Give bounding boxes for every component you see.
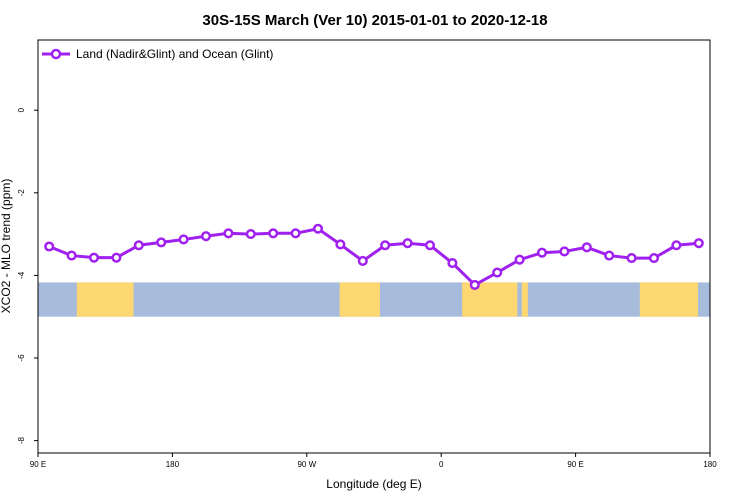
series-points bbox=[44, 223, 704, 290]
data-point bbox=[156, 237, 167, 248]
y-tick-label: 0 bbox=[17, 107, 26, 112]
legend-label: Land (Nadir&Glint) and Ocean (Glint) bbox=[76, 47, 273, 61]
data-point bbox=[514, 254, 525, 265]
legend: Land (Nadir&Glint) and Ocean (Glint) bbox=[42, 47, 273, 61]
data-point bbox=[223, 228, 234, 239]
x-tick-label: 90 E bbox=[30, 460, 46, 469]
x-axis: 90 E 180 90 W 0 90 E 180 bbox=[30, 453, 717, 469]
data-point bbox=[604, 250, 615, 261]
data-point bbox=[133, 240, 144, 251]
data-point bbox=[245, 229, 256, 240]
data-point bbox=[581, 242, 592, 253]
data-point bbox=[626, 253, 637, 264]
data-point bbox=[492, 267, 503, 278]
land-areas bbox=[76, 282, 699, 317]
data-point bbox=[312, 223, 324, 234]
data-point bbox=[357, 255, 368, 267]
x-axis-label: Longitude (deg E) bbox=[326, 477, 421, 491]
series-line bbox=[48, 227, 699, 287]
data-point bbox=[335, 239, 346, 250]
data-point bbox=[178, 234, 189, 245]
data-point bbox=[268, 228, 279, 239]
data-point bbox=[648, 253, 660, 264]
plot-frame bbox=[37, 39, 711, 454]
y-tick-label: -8 bbox=[17, 437, 26, 445]
data-point bbox=[559, 246, 570, 257]
series-group bbox=[44, 223, 704, 290]
data-point bbox=[402, 238, 413, 249]
legend-marker bbox=[50, 48, 62, 60]
map-band bbox=[38, 282, 710, 317]
land-area bbox=[521, 282, 528, 317]
data-point bbox=[424, 240, 436, 251]
x-tick-label: 180 bbox=[166, 460, 180, 469]
land-area bbox=[339, 282, 380, 317]
y-tick-label: -2 bbox=[17, 189, 26, 197]
x-tick-label: 90 W bbox=[297, 460, 316, 469]
data-point bbox=[290, 228, 301, 239]
data-point bbox=[536, 247, 548, 258]
land-area bbox=[639, 282, 699, 317]
land-area bbox=[76, 282, 134, 317]
land-area bbox=[462, 282, 518, 317]
data-point bbox=[44, 241, 55, 252]
data-point bbox=[469, 279, 480, 290]
chart-title: 30S-15S March (Ver 10) 2015-01-01 to 202… bbox=[202, 12, 547, 29]
data-point bbox=[200, 231, 212, 242]
data-point bbox=[671, 240, 682, 251]
data-point bbox=[66, 250, 77, 261]
y-tick-label: -4 bbox=[17, 271, 26, 279]
data-point bbox=[380, 240, 391, 251]
y-tick-label: -6 bbox=[17, 354, 26, 362]
x-tick-label: 0 bbox=[439, 460, 444, 469]
data-point bbox=[693, 238, 704, 249]
y-axis: 0 -2 -4 -6 -8 bbox=[17, 107, 38, 444]
data-point bbox=[447, 257, 458, 269]
y-axis-label: XCO2 - MLO trend (ppm) bbox=[0, 179, 13, 314]
x-tick-label: 90 E bbox=[567, 460, 583, 469]
data-point bbox=[88, 252, 100, 263]
data-point bbox=[111, 252, 122, 263]
x-tick-label: 180 bbox=[703, 460, 717, 469]
